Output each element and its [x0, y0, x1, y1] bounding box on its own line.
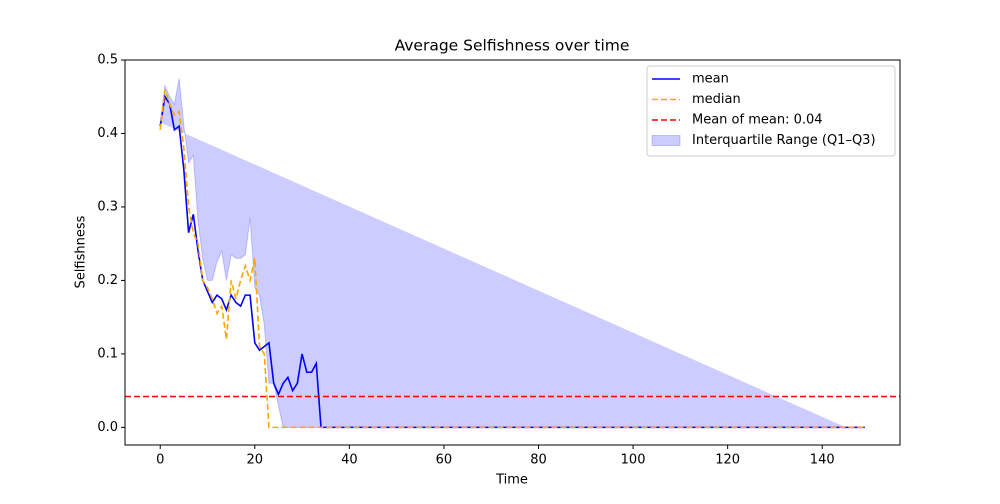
- series-line: [159, 89, 865, 429]
- x-tick-label: 140: [810, 453, 835, 468]
- legend-box: [646, 65, 896, 157]
- y-axis-label: Selfishness: [74, 215, 89, 288]
- x-axis-label: Time: [495, 473, 528, 488]
- y-tick-label: 0.2: [97, 273, 118, 288]
- x-tick-label: 80: [530, 453, 547, 468]
- y-tick-label: 0.5: [97, 53, 118, 68]
- x-tick-label: 60: [436, 453, 453, 468]
- x-tick-label: 40: [341, 453, 358, 468]
- y-tick-label: 0.1: [97, 346, 118, 361]
- plot-frame: [124, 59, 901, 446]
- y-tick-label: 0.0: [97, 420, 118, 435]
- x-tick-label: 20: [247, 453, 264, 468]
- x-tick-label: 120: [715, 453, 740, 468]
- legend-label: mean: [692, 72, 729, 87]
- legend-label: Interquartile Range (Q1–Q3): [692, 133, 876, 148]
- x-tick-label: 100: [621, 453, 646, 468]
- legend-label: Mean of mean: 0.04: [692, 113, 823, 128]
- y-tick-label: 0.3: [97, 199, 118, 214]
- chart-title: Average Selfishness over time: [395, 37, 630, 55]
- legend-swatch: [651, 135, 681, 146]
- legend-label: median: [692, 92, 741, 107]
- series-line: [159, 94, 865, 429]
- y-tick-label: 0.4: [97, 126, 118, 141]
- x-tick-label: 0: [156, 453, 164, 468]
